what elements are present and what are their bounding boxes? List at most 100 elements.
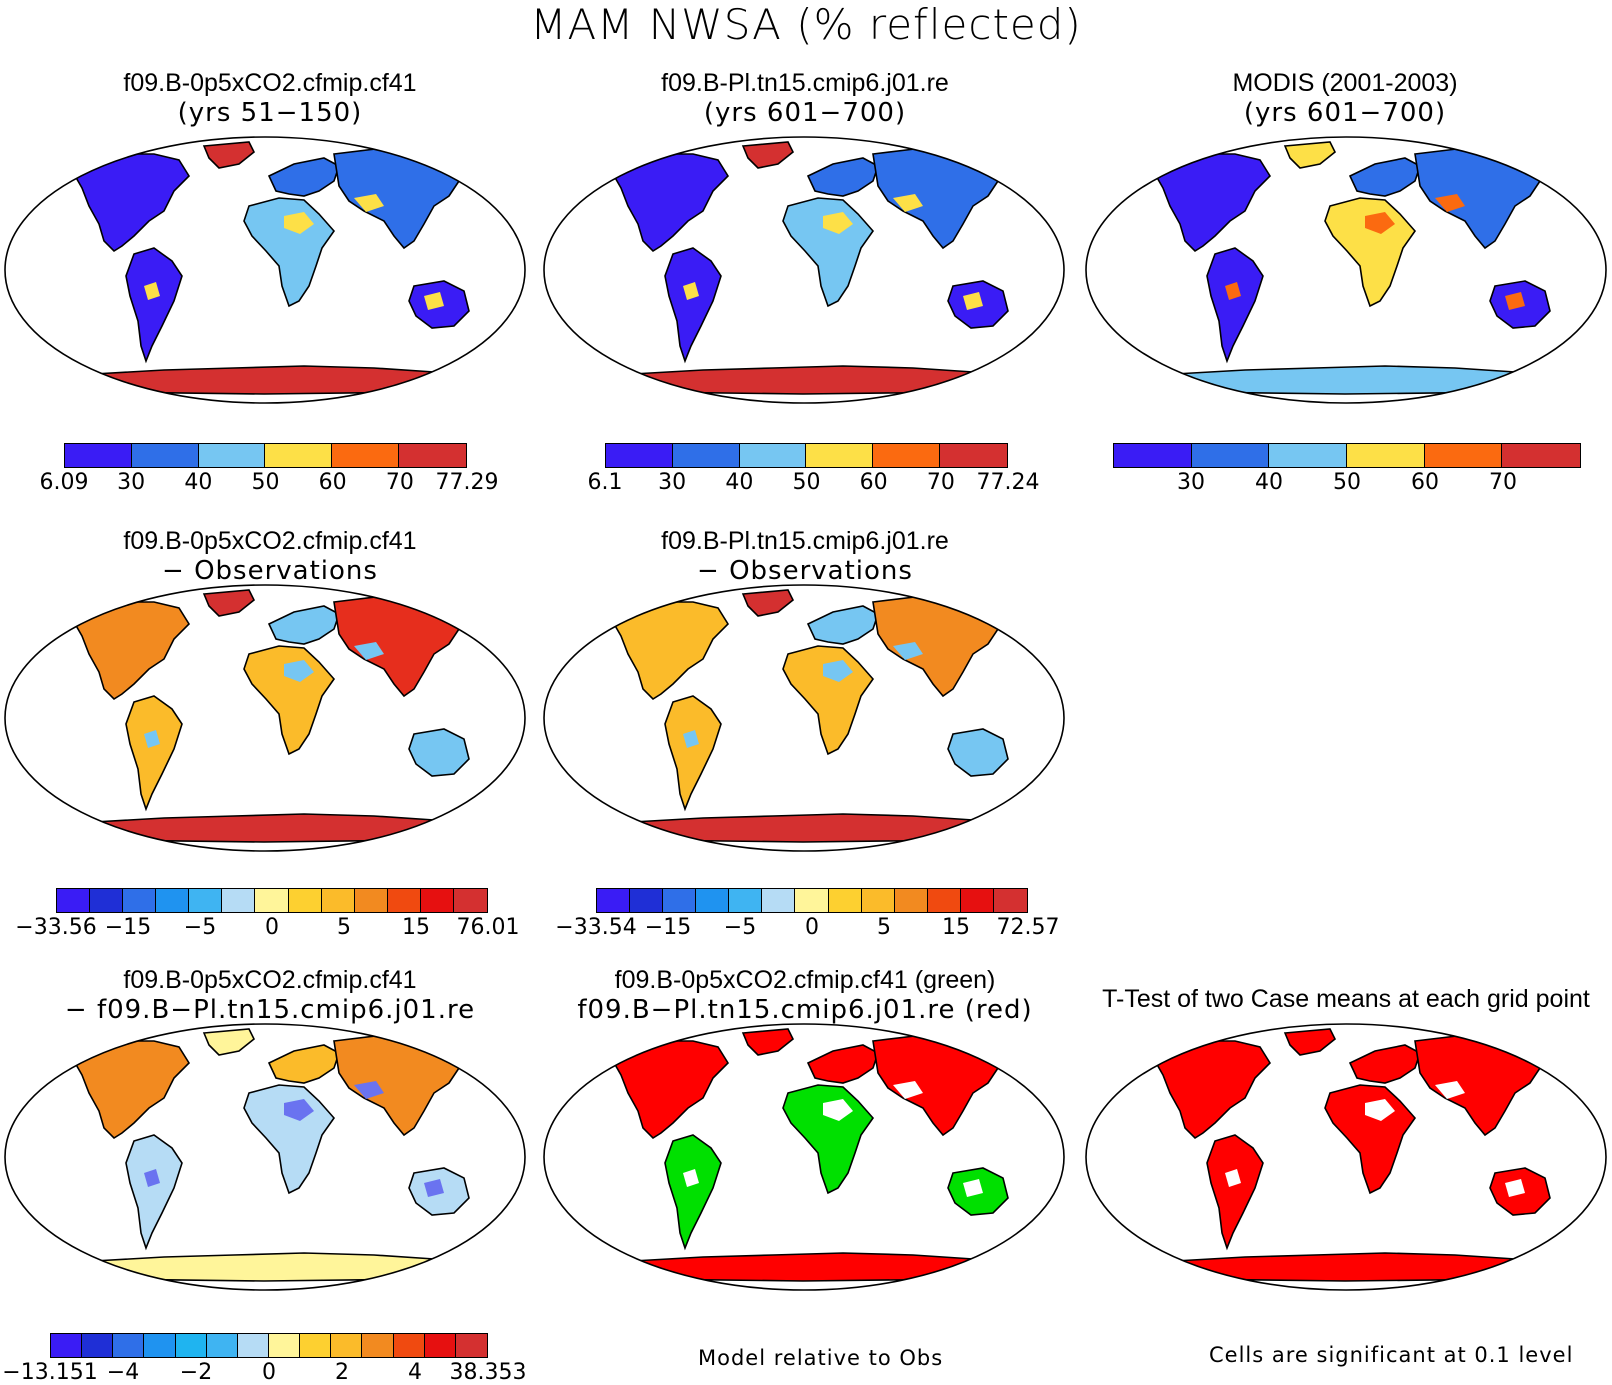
land-na: [73, 1040, 191, 1140]
land-gl: [1283, 141, 1337, 169]
land-patch: [1435, 194, 1465, 212]
land-patch: [823, 1099, 853, 1121]
land-sa: [125, 247, 183, 364]
colorbar-label: 70: [385, 470, 414, 495]
colorbar-box: [455, 1334, 487, 1357]
world-map: [543, 1023, 1065, 1291]
colorbar-label: 0: [805, 915, 819, 940]
panel-title-line1: f09.B-Pl.tn15.cmip6.j01.re: [661, 527, 949, 555]
land-sa: [1206, 247, 1264, 364]
land-patch: [424, 1179, 444, 1197]
colorbar-label: −5: [723, 915, 757, 940]
colorbar-label: 30: [117, 470, 146, 495]
land-patch: [1435, 1081, 1465, 1099]
land-patch: [144, 1169, 160, 1187]
colorbar-box: [606, 444, 673, 467]
colorbar-box: [672, 444, 740, 467]
colorbar-box: [156, 889, 190, 912]
land-sa: [125, 695, 183, 812]
colorbar-label: 60: [1411, 470, 1439, 495]
land-patch: [683, 1169, 699, 1187]
colorbar-box: [424, 1334, 456, 1357]
page-title: MAM NWSA (% reflected): [530, 0, 1082, 49]
footnote-middle: Model relative to Obs: [698, 1346, 944, 1370]
colorbar-box: [113, 1334, 145, 1357]
land-patch: [144, 730, 160, 748]
colorbar-box: [123, 889, 157, 912]
colorbar-label: 50: [251, 470, 280, 495]
colorbar-box: [663, 889, 697, 912]
colorbar-label: 15: [942, 915, 970, 940]
colorbar-box: [630, 889, 664, 912]
colorbar-box: [268, 1334, 301, 1357]
colorbar: 6.09 30 40 50 60 70 77.29: [40, 443, 498, 495]
colorbar-box: [362, 1334, 394, 1357]
colorbar-box: [82, 1334, 114, 1357]
colorbar-label: −15: [104, 915, 152, 940]
land-patch: [963, 1179, 983, 1197]
colorbar-box: [144, 1334, 176, 1357]
panel-title-line1: f09.B-0p5xCO2.cfmip.cf41: [123, 966, 417, 994]
land-na: [612, 1040, 730, 1140]
colorbar-boxes: [50, 1333, 488, 1358]
colorbar-box: [960, 889, 994, 912]
colorbar-box: [1502, 444, 1581, 467]
land-patch: [823, 660, 853, 682]
colorbar-label: 38.353: [449, 1360, 527, 1385]
world-map: [543, 136, 1065, 404]
land-eu: [267, 605, 340, 645]
land-patch: [963, 740, 983, 758]
colorbar-box: [300, 1334, 332, 1357]
colorbar-label: 5: [877, 915, 891, 940]
colorbar-box: [206, 1334, 238, 1357]
colorbar-box: [90, 889, 124, 912]
colorbar-box: [288, 889, 322, 912]
colorbar-box: [222, 889, 256, 912]
colorbar-box: [453, 889, 488, 912]
land-eu: [267, 157, 340, 197]
colorbar: 6.1 30 40 50 60 70 77.24: [588, 443, 1039, 495]
land-patch: [354, 1081, 384, 1099]
colorbar-label: 4: [408, 1360, 422, 1385]
panel-title-line2: f09.B−Pl.tn15.cmip6.j01.re (red): [577, 995, 1033, 1025]
colorbar-label: −15: [644, 915, 692, 940]
land-gl: [1283, 1028, 1337, 1056]
colorbar-box: [321, 889, 355, 912]
colorbar-label: 0: [262, 1360, 276, 1385]
colorbar-boxes: [596, 888, 1028, 913]
land-gl: [741, 589, 795, 617]
panel-title: f09.B-Pl.tn15.cmip6.j01.re (yrs 601−700): [545, 68, 1065, 128]
land-gl: [741, 141, 795, 169]
panel-title-line2: − Observations: [162, 556, 378, 586]
colorbar-label: 30: [658, 470, 687, 495]
colorbar-box: [51, 1334, 83, 1357]
colorbar-boxes: [1113, 443, 1581, 468]
colorbar-box: [175, 1334, 207, 1357]
colorbar-box: [265, 444, 333, 467]
colorbar-label: 40: [1255, 470, 1283, 495]
colorbar-label: 70: [926, 470, 955, 495]
colorbar-label: 77.24: [976, 470, 1040, 495]
footnote-right: Cells are significant at 0.1 level: [1209, 1343, 1574, 1367]
colorbar-label: −5: [183, 915, 217, 940]
colorbar-label: 5: [337, 915, 351, 940]
colorbar-box: [729, 889, 763, 912]
land-eu: [806, 157, 879, 197]
land-patch: [1505, 1179, 1525, 1197]
world-map: [1085, 1023, 1607, 1291]
colorbar-box: [198, 444, 266, 467]
land-patch: [424, 292, 444, 310]
colorbar-boxes: [56, 888, 488, 913]
colorbar-label: 50: [1333, 470, 1361, 495]
colorbar-box: [762, 889, 796, 912]
colorbar-box: [65, 444, 132, 467]
colorbar-box: [894, 889, 928, 912]
colorbar-label: 0: [265, 915, 279, 940]
land-patch: [893, 1081, 923, 1099]
panel-title-line2: − f09.B−Pl.tn15.cmip6.j01.re: [64, 995, 476, 1025]
panel-title: f09.B-0p5xCO2.cfmip.cf41 − Observations: [10, 526, 530, 586]
world-map: [4, 136, 526, 404]
panel-title: f09.B-0p5xCO2.cfmip.cf41 (green) f09.B−P…: [545, 965, 1065, 1025]
land-na: [1154, 1040, 1272, 1140]
land-sa: [1206, 1134, 1264, 1251]
